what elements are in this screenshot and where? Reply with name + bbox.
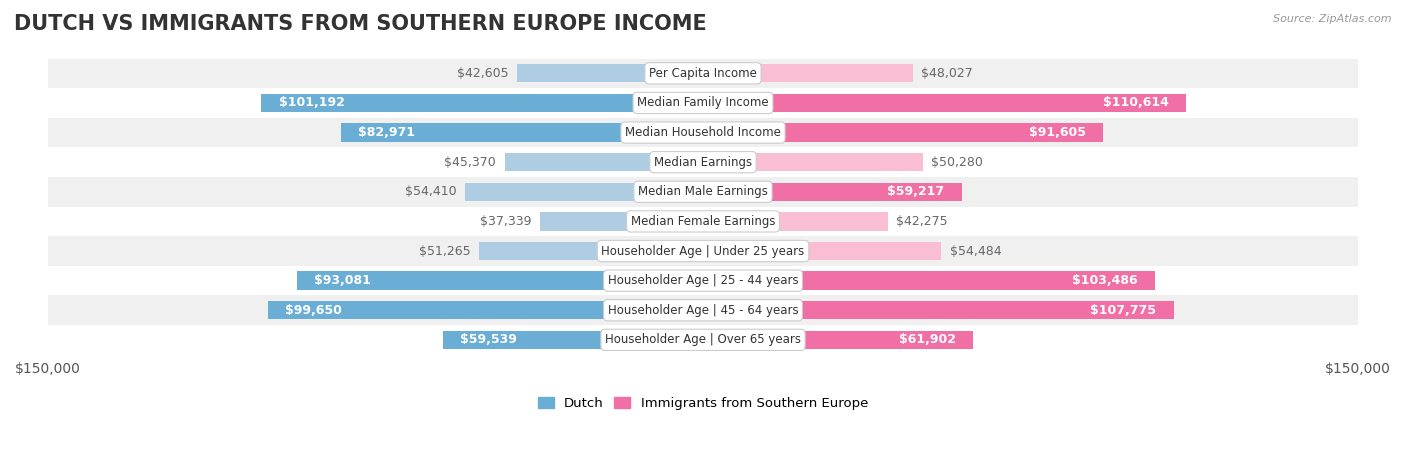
Text: $82,971: $82,971 — [359, 126, 415, 139]
Bar — [262, 94, 703, 112]
Text: $59,217: $59,217 — [887, 185, 945, 198]
Text: Median Female Earnings: Median Female Earnings — [631, 215, 775, 228]
Bar — [48, 325, 1358, 354]
Text: $103,486: $103,486 — [1071, 274, 1137, 287]
Text: $42,605: $42,605 — [457, 67, 508, 80]
Bar — [465, 183, 703, 201]
Text: Median Earnings: Median Earnings — [654, 156, 752, 169]
Bar — [703, 64, 912, 83]
Bar — [340, 123, 703, 142]
Bar — [48, 148, 1358, 177]
Bar — [703, 331, 973, 349]
Text: $51,265: $51,265 — [419, 245, 471, 257]
Bar — [703, 301, 1174, 319]
Bar — [517, 64, 703, 83]
Bar — [703, 183, 962, 201]
Bar — [703, 94, 1187, 112]
Text: $93,081: $93,081 — [314, 274, 371, 287]
Text: $99,650: $99,650 — [285, 304, 342, 317]
Bar — [48, 88, 1358, 118]
Bar — [48, 296, 1358, 325]
Text: $42,275: $42,275 — [897, 215, 948, 228]
Bar — [703, 123, 1104, 142]
Bar — [48, 118, 1358, 148]
Text: Median Male Earnings: Median Male Earnings — [638, 185, 768, 198]
Text: $107,775: $107,775 — [1090, 304, 1156, 317]
Bar — [703, 242, 941, 260]
Bar — [48, 236, 1358, 266]
Text: $110,614: $110,614 — [1102, 96, 1168, 109]
Bar — [443, 331, 703, 349]
Text: Median Household Income: Median Household Income — [626, 126, 780, 139]
Bar — [48, 206, 1358, 236]
Bar — [703, 271, 1154, 290]
Bar — [48, 266, 1358, 296]
Text: Source: ZipAtlas.com: Source: ZipAtlas.com — [1274, 14, 1392, 24]
Bar — [540, 212, 703, 231]
Bar — [297, 271, 703, 290]
Bar — [479, 242, 703, 260]
Text: $91,605: $91,605 — [1029, 126, 1085, 139]
Text: DUTCH VS IMMIGRANTS FROM SOUTHERN EUROPE INCOME: DUTCH VS IMMIGRANTS FROM SOUTHERN EUROPE… — [14, 14, 707, 34]
Text: $59,539: $59,539 — [460, 333, 517, 347]
Legend: Dutch, Immigrants from Southern Europe: Dutch, Immigrants from Southern Europe — [533, 391, 873, 415]
Text: Householder Age | Under 25 years: Householder Age | Under 25 years — [602, 245, 804, 257]
Text: $50,280: $50,280 — [931, 156, 983, 169]
Bar — [703, 153, 922, 171]
Text: $54,484: $54,484 — [949, 245, 1001, 257]
Text: Householder Age | 25 - 44 years: Householder Age | 25 - 44 years — [607, 274, 799, 287]
Text: $48,027: $48,027 — [921, 67, 973, 80]
Text: $45,370: $45,370 — [444, 156, 496, 169]
Text: $37,339: $37,339 — [479, 215, 531, 228]
Bar — [267, 301, 703, 319]
Text: $54,410: $54,410 — [405, 185, 457, 198]
Text: $101,192: $101,192 — [278, 96, 344, 109]
Text: Median Family Income: Median Family Income — [637, 96, 769, 109]
Text: Per Capita Income: Per Capita Income — [650, 67, 756, 80]
Text: Householder Age | 45 - 64 years: Householder Age | 45 - 64 years — [607, 304, 799, 317]
Text: $61,902: $61,902 — [898, 333, 956, 347]
Bar — [703, 212, 887, 231]
Bar — [505, 153, 703, 171]
Bar — [48, 177, 1358, 206]
Text: Householder Age | Over 65 years: Householder Age | Over 65 years — [605, 333, 801, 347]
Bar — [48, 58, 1358, 88]
